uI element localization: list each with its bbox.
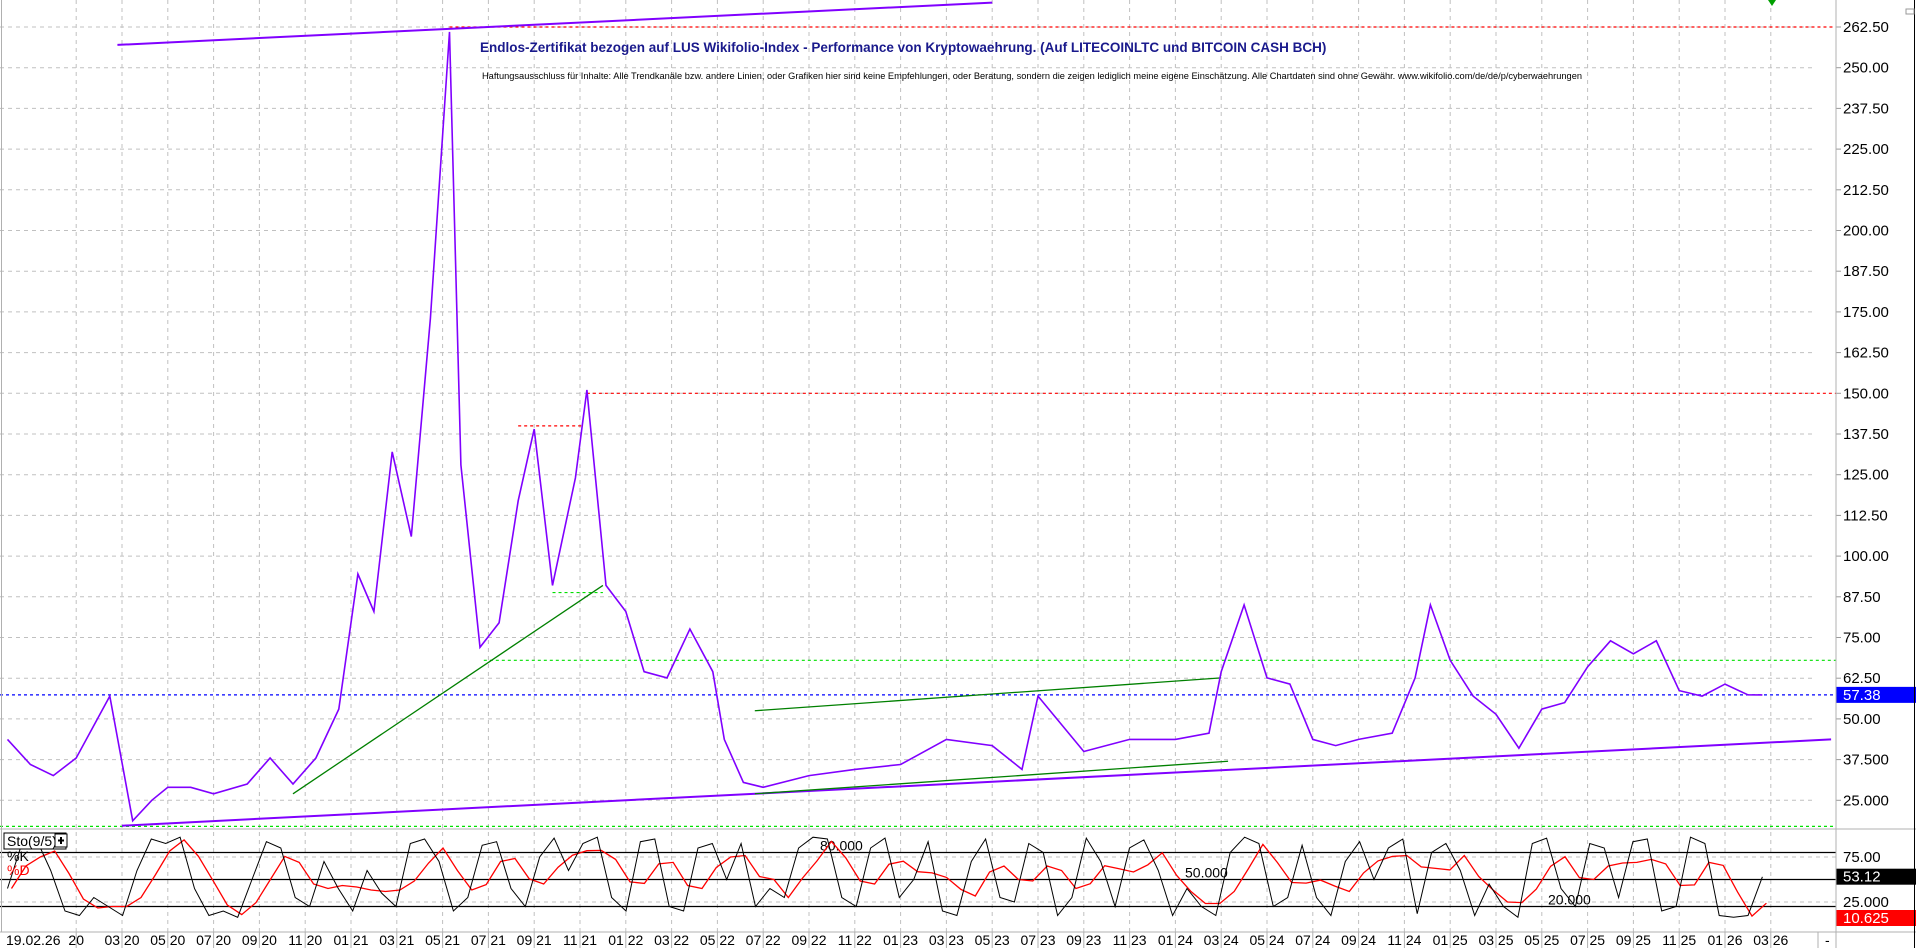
stochastic-d-legend: %D	[7, 862, 30, 878]
trendline-purple	[117, 1, 993, 46]
stochastic-tick-label: 75.00	[1843, 849, 1881, 866]
x-tick-label: 03 24	[1204, 932, 1239, 948]
x-tick-label: 20	[68, 932, 84, 948]
last-price-badge	[1836, 686, 1916, 703]
y-tick-label: 262.50	[1843, 19, 1889, 36]
x-tick-label: 09 20	[242, 932, 277, 948]
x-tick-label: 05 23	[975, 932, 1010, 948]
plus-icon-glyph	[58, 837, 64, 844]
x-tick-label: 01 22	[608, 932, 643, 948]
y-tick-label: 225.00	[1843, 141, 1889, 158]
chart-title: Endlos-Zertifikat bezogen auf LUS Wikifo…	[480, 40, 1326, 55]
chart-disclaimer: Haftungsausschluss für Inhalte: Alle Tre…	[482, 71, 1582, 81]
x-tick-label: 09 23	[1066, 932, 1101, 948]
y-tick-label: 50.00	[1843, 711, 1881, 728]
x-tick-label: 05 22	[700, 932, 735, 948]
y-tick-label: 100.00	[1843, 548, 1889, 565]
y-tick-label: 75.00	[1843, 630, 1881, 647]
price-line	[6, 31, 1763, 823]
green-arrow-marker-icon	[1768, 0, 1776, 6]
x-tick-label: 11 24	[1387, 932, 1421, 948]
stochastic-k-badge	[1836, 868, 1916, 885]
trendline-green	[754, 677, 1222, 712]
x-tick-label: 03 23	[929, 932, 964, 948]
trendline-green	[754, 760, 1229, 795]
stochastic-expand-button[interactable]	[54, 833, 68, 848]
stochastic-level-label: 80.000	[820, 838, 863, 854]
x-tick-label: 11 20	[288, 932, 322, 948]
y-tick-label: 137.50	[1843, 426, 1889, 443]
grid	[0, 0, 1836, 932]
x-tick-label: 07 20	[196, 932, 231, 948]
collapse-button[interactable]: -	[1817, 932, 1830, 948]
y-tick-label: 125.00	[1843, 467, 1889, 484]
x-tick-label: 11 25	[1662, 932, 1696, 948]
x-tick-label: 01 26	[1707, 932, 1742, 948]
last-price-label: 57.38	[1843, 687, 1881, 704]
y-tick-label: 62.50	[1843, 670, 1881, 687]
stochastic-level-label: 50.000	[1185, 865, 1228, 881]
y-tick-label: 200.00	[1843, 223, 1889, 240]
x-tick-label: 05 25	[1524, 932, 1559, 948]
y-tick-label: 25.000	[1843, 792, 1889, 809]
x-tick-label: 01 25	[1433, 932, 1468, 948]
x-tick-label: 07 21	[471, 932, 506, 948]
x-tick-label: 05 20	[150, 932, 185, 948]
stochastic-d-value: 10.625	[1843, 910, 1889, 927]
x-tick-label: 01 24	[1158, 932, 1193, 948]
x-tick-label: 09 24	[1341, 932, 1376, 948]
x-tick-label: 07 22	[746, 932, 781, 948]
y-tick-label: 175.00	[1843, 304, 1889, 321]
stochastic-d-line	[10, 839, 1767, 918]
x-tick-label: 03 20	[104, 932, 139, 948]
x-tick-label: 05 24	[1249, 932, 1284, 948]
x-tick-label: 09 22	[791, 932, 826, 948]
y-tick-label: 212.50	[1843, 182, 1889, 199]
x-tick-label: 07 25	[1570, 932, 1605, 948]
x-tick-label: 01 23	[883, 932, 918, 948]
stochastic-d-badge	[1836, 910, 1916, 926]
stochastic-k-legend: %K	[7, 848, 29, 864]
x-tick-label: 03 22	[654, 932, 689, 948]
trendline-purple	[121, 738, 1832, 827]
x-tick-label: 11 22	[838, 932, 872, 948]
start-date-label: 19.02.26	[6, 932, 61, 948]
trendlines	[117, 1, 1832, 827]
x-tick-label: 03 25	[1478, 932, 1513, 948]
x-tick-label: 11 23	[1113, 932, 1147, 948]
x-tick-label: 03 26	[1753, 932, 1788, 948]
x-tick-label: 11 21	[563, 932, 597, 948]
horizontal-levels	[0, 26, 1836, 827]
y-tick-label: 150.00	[1843, 385, 1889, 402]
x-tick-label: 07 24	[1295, 932, 1330, 948]
trendline-green	[292, 584, 604, 795]
price-series	[6, 31, 1763, 823]
y-tick-label: 187.50	[1843, 263, 1889, 280]
stochastic-label: Sto(9/5)	[7, 833, 57, 849]
y-tick-label: 162.50	[1843, 345, 1889, 362]
stochastic-tick-label: 25.000	[1843, 894, 1889, 911]
x-tick-label: 05 21	[425, 932, 460, 948]
svg-text:-[interactable]: -	[1825, 932, 1830, 948]
y-tick-label: 237.50	[1843, 100, 1889, 117]
stochastic-k-line	[7, 836, 1763, 919]
x-tick-label: 01 21	[333, 932, 368, 948]
y-tick-label: 87.50	[1843, 589, 1881, 606]
stochastic-k-value: 53.12	[1843, 869, 1881, 886]
x-tick-label: 09 25	[1616, 932, 1651, 948]
axes: 262.50 250.00 237.50 225.00 212.50 200.00 187.…	[6, 19, 1916, 948]
y-tick-label: 37.500	[1843, 752, 1889, 769]
y-tick-label: 250.00	[1843, 60, 1889, 77]
panel-minimize-button[interactable]	[1905, 8, 1915, 15]
x-tick-label: 07 23	[1020, 932, 1055, 948]
y-tick-label: 112.50	[1843, 507, 1888, 524]
x-tick-label: 09 21	[517, 932, 552, 948]
x-tick-label: 03 21	[379, 932, 414, 948]
